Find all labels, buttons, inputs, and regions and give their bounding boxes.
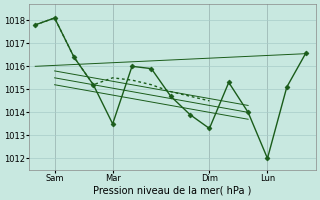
X-axis label: Pression niveau de la mer( hPa ): Pression niveau de la mer( hPa ) xyxy=(93,186,252,196)
